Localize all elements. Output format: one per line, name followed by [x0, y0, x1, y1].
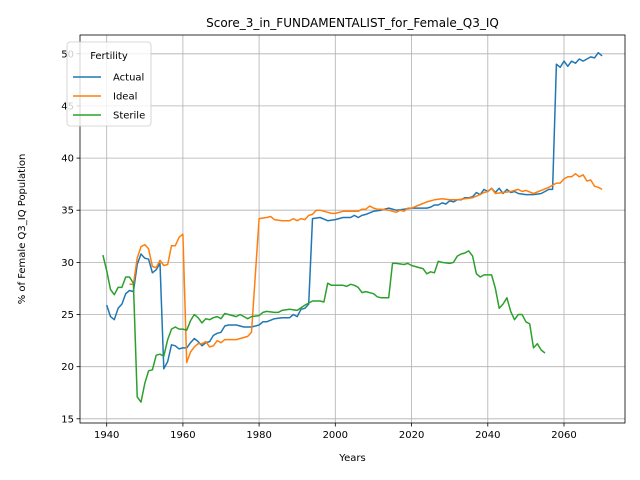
- x-axis-label: Years: [338, 453, 365, 464]
- series-line-ideal: [129, 172, 603, 364]
- y-axis-label: % of Female Q3_IQ Population: [17, 154, 28, 305]
- series-line-actual: [105, 51, 603, 370]
- y-tick-label: 20: [61, 362, 74, 373]
- plot-frame: [79, 34, 626, 424]
- x-tick-label: 1980: [246, 430, 271, 441]
- y-tick-label: 35: [61, 206, 74, 217]
- legend: Fertility Actual Ideal Sterile: [66, 41, 152, 127]
- y-tick-label: 25: [61, 310, 74, 321]
- legend-label-sterile: Sterile: [113, 111, 145, 122]
- legend-title: Fertility: [90, 51, 128, 62]
- legend-box: [66, 41, 152, 127]
- y-tick-label: 30: [61, 258, 74, 269]
- x-tick-label: 1940: [94, 430, 119, 441]
- x-tick-label: 2000: [323, 430, 348, 441]
- y-tick-label: 40: [61, 154, 74, 165]
- x-tick-label: 2040: [475, 430, 500, 441]
- y-tick-label: 15: [61, 414, 74, 425]
- legend-entries: Actual Ideal Sterile: [73, 73, 145, 122]
- x-tick-label: 2020: [399, 430, 424, 441]
- gridlines: [80, 35, 625, 423]
- series-lines: [102, 51, 603, 403]
- legend-label-ideal: Ideal: [113, 92, 137, 103]
- legend-label-actual: Actual: [113, 73, 144, 84]
- series-line-sterile: [102, 250, 546, 403]
- x-tick-label: 1960: [170, 430, 195, 441]
- x-tick-label: 2060: [551, 430, 576, 441]
- chart-title: Score_3_in_FUNDAMENTALIST_for_Female_Q3_…: [206, 16, 499, 30]
